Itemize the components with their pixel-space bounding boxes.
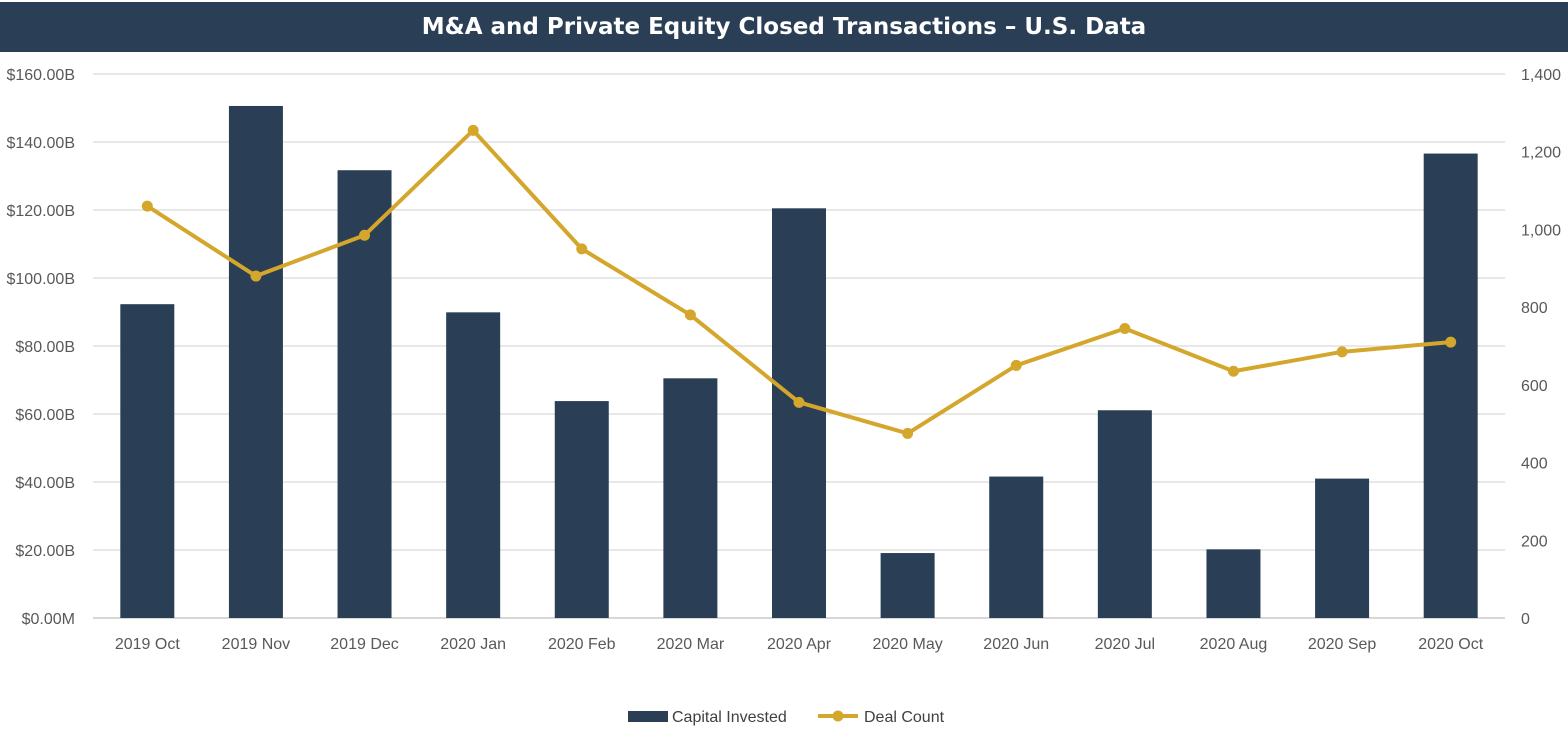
line-point (1445, 336, 1457, 348)
bar (989, 476, 1044, 618)
bar (772, 208, 826, 619)
bar (1315, 478, 1370, 618)
y-left-tick-label: $40.00B (15, 475, 75, 492)
chart-title: M&A and Private Equity Closed Transactio… (421, 14, 1147, 40)
line-point (1010, 359, 1022, 371)
bar (337, 170, 392, 618)
x-tick-label: 2020 Apr (767, 636, 832, 653)
bar (446, 312, 501, 618)
line-point (1336, 346, 1348, 358)
x-tick-label: 2020 Oct (1418, 636, 1483, 653)
line-point (576, 243, 588, 255)
y-right-tick-label: 800 (1521, 300, 1548, 317)
legend-label-deal-count: Deal Count (864, 709, 945, 726)
legend-swatch-marker-deal-count (832, 710, 844, 722)
x-tick-label: 2020 Jul (1095, 636, 1156, 653)
line-point (359, 229, 371, 241)
y-right-tick-label: 0 (1521, 611, 1530, 628)
y-left-tick-label: $120.00B (6, 203, 75, 220)
x-tick-label: 2019 Dec (330, 636, 399, 653)
line-point (793, 396, 805, 408)
x-tick-label: 2020 Jan (440, 636, 506, 653)
x-tick-label: 2019 Nov (222, 636, 291, 653)
legend: Capital Invested Deal Count (628, 709, 945, 726)
bar (120, 304, 175, 618)
y-right-tick-label: 1,400 (1521, 67, 1561, 84)
line-point (1119, 323, 1131, 335)
y-left-tick-label: $60.00B (15, 407, 75, 424)
y-left-tick-label: $140.00B (6, 135, 75, 152)
y-right-tick-label: 1,200 (1521, 145, 1561, 162)
bar (228, 105, 283, 618)
y-right-tick-label: 1,000 (1521, 222, 1561, 239)
y-left-tick-label: $100.00B (6, 271, 75, 288)
y-left-tick-label: $20.00B (15, 543, 75, 560)
x-tick-label: 2020 Sep (1308, 636, 1377, 653)
bar (1097, 410, 1152, 618)
line-point (902, 427, 914, 439)
legend-label-capital-invested: Capital Invested (672, 709, 787, 726)
bar (1423, 153, 1478, 618)
line-point (467, 124, 479, 136)
x-tick-label: 2020 May (872, 636, 942, 653)
x-tick-label: 2020 Feb (548, 636, 616, 653)
line-point (684, 309, 696, 321)
bar (880, 553, 935, 618)
y-right-tick-label: 600 (1521, 378, 1548, 395)
line-point (1227, 365, 1239, 377)
y-left-tick-label: $0.00M (22, 611, 75, 628)
x-tick-label: 2020 Jun (983, 636, 1049, 653)
line-series (141, 124, 1457, 439)
y-axis-right: 0 200 400 600 800 1,000 1,200 1,400 (1521, 67, 1561, 628)
bar (663, 378, 718, 618)
x-tick-label: 2020 Aug (1200, 636, 1268, 653)
x-tick-label: 2020 Mar (657, 636, 725, 653)
bar (554, 401, 609, 618)
bar-series (120, 105, 1478, 619)
line-point (141, 200, 153, 212)
y-right-tick-label: 200 (1521, 533, 1548, 550)
x-tick-label: 2019 Oct (115, 636, 180, 653)
y-left-tick-label: $80.00B (15, 339, 75, 356)
y-right-tick-label: 400 (1521, 456, 1548, 473)
bar (1206, 549, 1261, 618)
line-point (250, 270, 262, 282)
y-left-tick-label: $160.00B (6, 67, 75, 84)
title-bar: M&A and Private Equity Closed Transactio… (0, 2, 1568, 52)
legend-swatch-capital-invested (628, 711, 668, 722)
x-axis: 2019 Oct 2019 Nov 2019 Dec 2020 Jan 2020 Feb… (115, 636, 1484, 653)
y-axis-left: $0.00M $20.00B $40.00B $60.00B $80.00B $100.0… (6, 67, 75, 628)
